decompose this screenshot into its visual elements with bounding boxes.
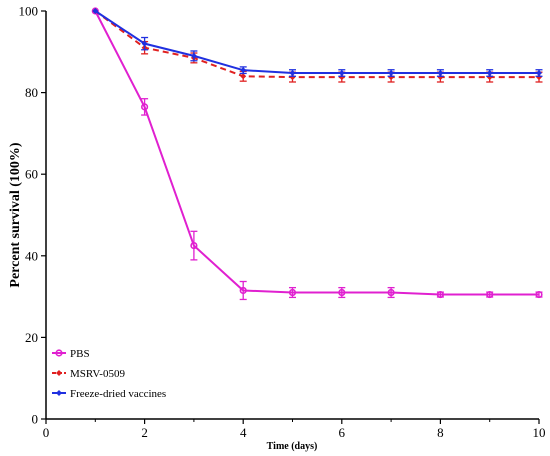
series-pbs bbox=[91, 7, 543, 301]
x-tick-label: 4 bbox=[240, 425, 247, 440]
y-tick-label: 0 bbox=[32, 412, 39, 427]
legend-item: PBS bbox=[52, 348, 90, 360]
y-tick-label: 80 bbox=[25, 85, 38, 100]
axes: 0 20 40 60 80 100 0 2 4 6 8 10 bbox=[19, 4, 546, 441]
legend-item: MSRV-0509 bbox=[52, 368, 125, 380]
y-tick-label: 100 bbox=[19, 4, 39, 19]
data-point bbox=[338, 70, 345, 77]
data-point bbox=[388, 70, 395, 77]
data-point bbox=[486, 74, 493, 81]
data-point bbox=[437, 70, 444, 77]
data-point bbox=[388, 74, 395, 81]
series-line bbox=[94, 10, 539, 75]
data-point bbox=[437, 74, 444, 81]
data-point bbox=[92, 8, 99, 14]
data-point bbox=[240, 73, 247, 80]
legend-swatch-marker bbox=[55, 349, 63, 357]
data-point bbox=[240, 67, 247, 74]
data-point bbox=[190, 242, 198, 250]
series-line bbox=[94, 10, 539, 79]
series-msrv-0509 bbox=[92, 8, 543, 83]
legend-label: Freeze-dried vaccines bbox=[70, 388, 166, 400]
data-point bbox=[387, 288, 395, 297]
data-point bbox=[536, 74, 542, 81]
legend-swatch-marker bbox=[56, 390, 62, 396]
x-axis-title: Time (days) bbox=[267, 441, 318, 452]
x-tick-label: 8 bbox=[437, 425, 444, 440]
data-point bbox=[289, 74, 296, 81]
data-point bbox=[141, 40, 148, 47]
data-point bbox=[338, 74, 345, 81]
data-point bbox=[536, 70, 542, 77]
data-point bbox=[486, 70, 493, 77]
data-point bbox=[288, 288, 297, 297]
legend-swatch-marker bbox=[56, 370, 62, 376]
legend-item: Freeze-dried vaccines bbox=[52, 388, 166, 400]
legend: PBS MSRV-0509 Freeze-dried vaccines bbox=[52, 348, 166, 400]
x-tick-label: 0 bbox=[43, 425, 50, 440]
series-line bbox=[94, 10, 539, 296]
y-tick-label: 60 bbox=[25, 167, 38, 182]
data-point bbox=[486, 290, 494, 299]
series-freeze-dried-vaccines bbox=[92, 8, 543, 77]
y-axis-title: Percent survival (100%) bbox=[8, 142, 23, 287]
x-tick-label: 6 bbox=[339, 425, 346, 440]
x-tick-label: 2 bbox=[141, 425, 148, 440]
data-point bbox=[436, 290, 445, 299]
data-point bbox=[289, 70, 296, 77]
legend-label: PBS bbox=[70, 348, 90, 360]
data-point bbox=[190, 52, 197, 59]
legend-label: MSRV-0509 bbox=[70, 368, 125, 380]
plot-area bbox=[91, 7, 543, 301]
data-point bbox=[141, 103, 149, 111]
data-point bbox=[239, 286, 247, 295]
y-tick-label: 20 bbox=[25, 330, 38, 345]
data-point bbox=[535, 290, 543, 299]
data-point bbox=[338, 288, 346, 297]
x-tick-label: 10 bbox=[533, 425, 546, 440]
y-tick-label: 40 bbox=[25, 248, 38, 263]
